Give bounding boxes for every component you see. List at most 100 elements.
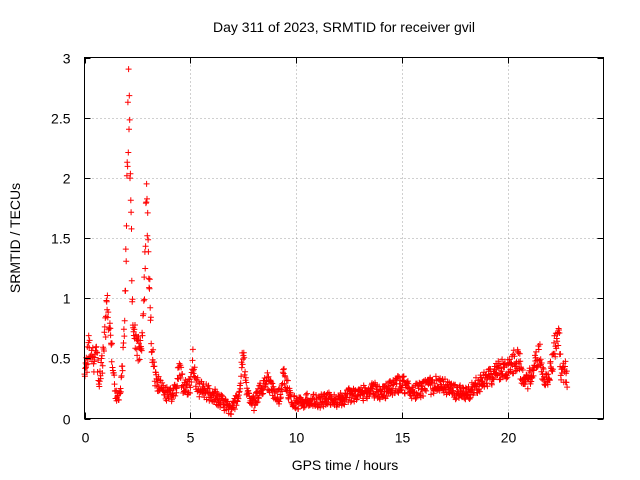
- data-point: [255, 385, 262, 392]
- data-point: [189, 346, 196, 353]
- data-point: [120, 326, 127, 333]
- data-point: [539, 364, 546, 371]
- data-point: [105, 309, 112, 316]
- data-point: [191, 364, 198, 371]
- data-point: [260, 390, 267, 397]
- tick-labels: 0 0.5 1 1.5 2 2.5 3 0 5 10 15 20: [51, 51, 516, 446]
- data-point: [556, 330, 563, 336]
- data-point: [396, 380, 403, 387]
- data-point: [135, 333, 142, 340]
- data-point: [101, 329, 108, 336]
- data-point: [331, 391, 338, 398]
- data-point: [499, 356, 506, 363]
- data-point: [552, 353, 559, 360]
- data-point: [128, 277, 135, 284]
- data-point: [140, 310, 147, 317]
- data-point: [412, 395, 419, 402]
- data-point: [554, 338, 561, 345]
- data-point: [102, 334, 109, 340]
- data-point: [515, 350, 522, 356]
- data-point: [93, 343, 100, 350]
- data-point: [277, 394, 284, 401]
- data-point: [354, 392, 361, 399]
- data-point: [519, 367, 526, 373]
- y-tick-label: 2.5: [51, 111, 71, 127]
- data-point: [96, 378, 103, 385]
- data-point: [516, 360, 523, 367]
- data-point: [422, 386, 428, 393]
- data-point: [126, 92, 133, 99]
- y-axis-label: SRMTID / TECUs: [7, 183, 23, 293]
- data-point: [111, 381, 118, 388]
- data-point: [106, 320, 113, 327]
- data-point: [125, 66, 132, 73]
- data-point: [172, 392, 179, 399]
- data-point: [237, 385, 244, 392]
- data-point: [236, 388, 243, 395]
- data-point: [126, 116, 133, 123]
- data-point: [117, 388, 124, 395]
- data-point: [124, 99, 131, 106]
- data-point: [96, 383, 103, 390]
- data-point: [442, 376, 448, 383]
- data-point: [530, 367, 537, 374]
- data-point: [187, 384, 194, 391]
- data-point: [118, 372, 125, 379]
- data-point: [340, 400, 347, 407]
- data-point: [174, 382, 181, 389]
- data-point: [182, 388, 189, 395]
- data-point: [238, 373, 245, 380]
- data-point: [564, 384, 571, 391]
- data-point: [317, 404, 324, 411]
- axis-ticks: [84, 57, 604, 420]
- x-tick-label: 10: [289, 430, 305, 446]
- data-point: [538, 360, 545, 366]
- data-point: [94, 349, 101, 356]
- data-point: [295, 405, 302, 412]
- data-point: [490, 376, 497, 383]
- data-point: [536, 341, 543, 348]
- data-point: [99, 362, 106, 369]
- data-point: [526, 365, 533, 372]
- data-point: [488, 381, 495, 388]
- data-point: [129, 296, 136, 303]
- data-point: [376, 396, 383, 403]
- data-point: [360, 397, 367, 404]
- data-point: [123, 258, 130, 265]
- data-point: [103, 298, 110, 305]
- data-point: [136, 356, 143, 363]
- data-point: [135, 357, 142, 364]
- x-tick-label: 15: [395, 430, 411, 446]
- data-point: [484, 383, 491, 390]
- data-point: [303, 391, 309, 398]
- data-point: [134, 352, 141, 359]
- data-point: [144, 232, 151, 239]
- data-points: [81, 66, 571, 418]
- data-point: [97, 375, 104, 382]
- data-point: [125, 149, 132, 156]
- data-point: [169, 396, 175, 403]
- data-point: [123, 222, 130, 229]
- data-point: [101, 348, 107, 354]
- data-point: [524, 385, 531, 392]
- data-point: [82, 364, 89, 371]
- data-point: [456, 383, 463, 390]
- data-point: [115, 397, 122, 403]
- data-point: [284, 377, 291, 384]
- data-point: [143, 180, 150, 187]
- data-point: [544, 381, 551, 388]
- data-point: [86, 337, 93, 344]
- data-point: [427, 382, 434, 389]
- data-point: [128, 209, 135, 216]
- data-point: [147, 304, 154, 311]
- data-point: [255, 395, 262, 402]
- data-point: [128, 225, 135, 232]
- data-point: [145, 248, 152, 255]
- x-axis-label: GPS time / hours: [292, 457, 399, 473]
- y-tick-label: 1.5: [51, 231, 71, 247]
- data-point: [498, 365, 504, 372]
- data-point: [239, 361, 246, 368]
- x-tick-label: 0: [82, 430, 90, 446]
- data-point: [141, 274, 148, 281]
